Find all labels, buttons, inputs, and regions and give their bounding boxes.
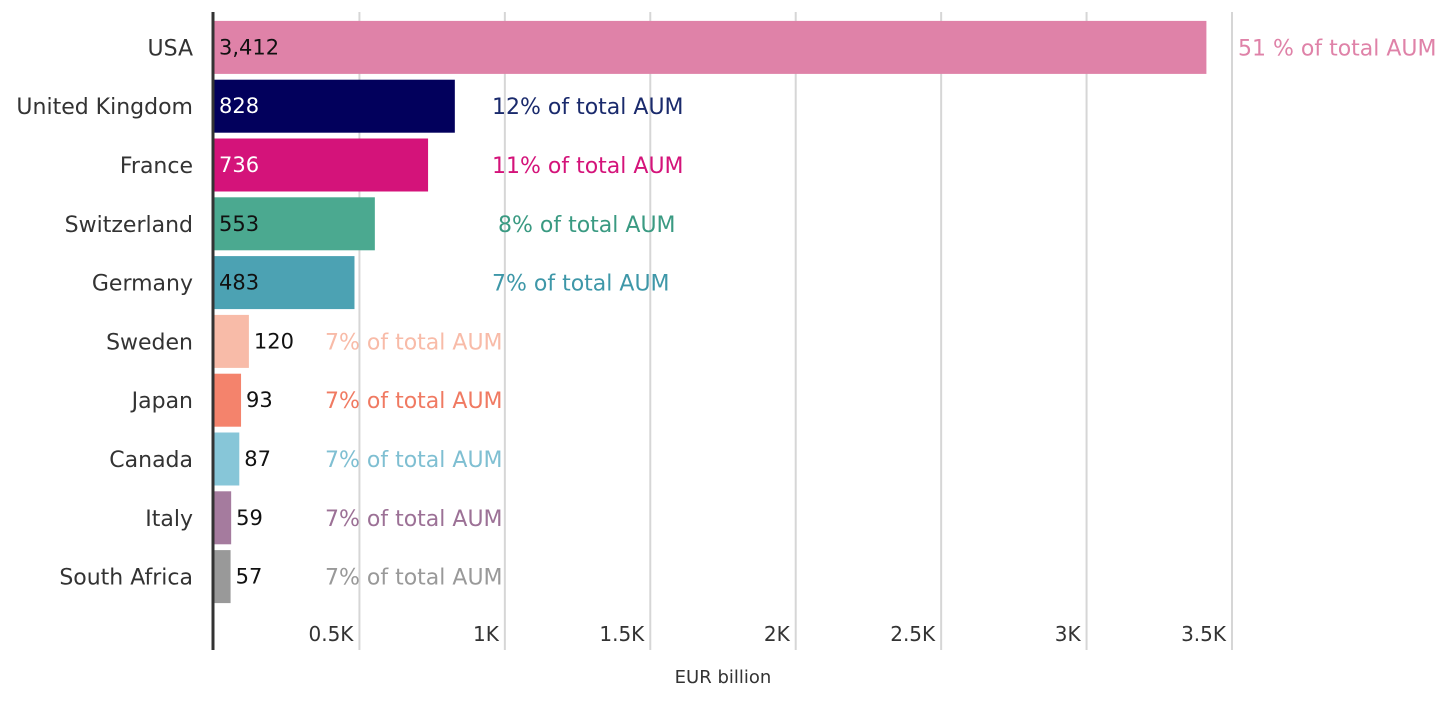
value-label: 3,412 [219,35,279,59]
x-tick-label: 2.5K [890,622,936,646]
category-label: South Africa [59,566,193,591]
category-label: USA [147,36,193,61]
x-tick-label: 0.5K [309,622,355,646]
share-annotation: 12% of total AUM [492,95,684,120]
value-label: 120 [254,329,294,353]
x-tick-labels: 0.5K 1K 1.5K 2K 2.5K 3K 3.5K [309,622,1227,646]
share-annotation: 7% of total AUM [325,330,503,355]
bar [214,314,249,368]
share-annotation: 51 % of total AUM [1238,36,1437,61]
value-label: 57 [236,565,263,589]
annotations: 51 % of total AUM 12% of total AUM 11% of … [325,36,1437,590]
gridlines [358,12,1233,650]
category-label: Canada [109,448,193,473]
category-label: Japan [130,389,193,414]
category-label: Sweden [106,330,193,355]
value-labels: 3,412 828 736 553 483 120 93 87 59 57 [219,35,294,588]
value-label: 553 [219,212,259,236]
x-tick-label: 1.5K [599,622,645,646]
category-label: France [120,154,193,179]
value-label: 483 [219,271,259,295]
share-annotation: 7% of total AUM [325,389,503,414]
share-annotation: 11% of total AUM [492,154,684,179]
value-label: 736 [219,153,259,177]
bar [214,79,455,133]
category-label: Italy [145,507,193,532]
x-axis-title: EUR billion [675,667,772,688]
share-annotation: 7% of total AUM [325,507,503,532]
share-annotation: 8% of total AUM [498,213,676,238]
x-tick-label: 3.5K [1181,622,1227,646]
bar [214,373,242,427]
x-tick-label: 3K [1055,622,1082,646]
bar [214,197,375,251]
category-label: Germany [92,272,193,297]
value-label: 828 [219,94,259,118]
x-tick-label: 1K [473,622,500,646]
bar [214,432,240,486]
share-annotation: 7% of total AUM [492,272,670,297]
share-annotation: 7% of total AUM [325,448,503,473]
category-label: United Kingdom [16,95,193,120]
bar [214,256,355,310]
value-label: 87 [244,447,271,471]
bar [214,20,1207,74]
value-label: 93 [246,388,273,412]
bar [214,138,429,192]
category-label: Switzerland [65,213,193,238]
x-tick-label: 2K [764,622,791,646]
bar [214,550,231,604]
bars [214,20,1207,604]
value-label: 59 [236,506,263,530]
bar [214,491,232,545]
category-labels: USA United Kingdom France Switzerland German… [16,36,193,590]
share-annotation: 7% of total AUM [325,566,503,591]
